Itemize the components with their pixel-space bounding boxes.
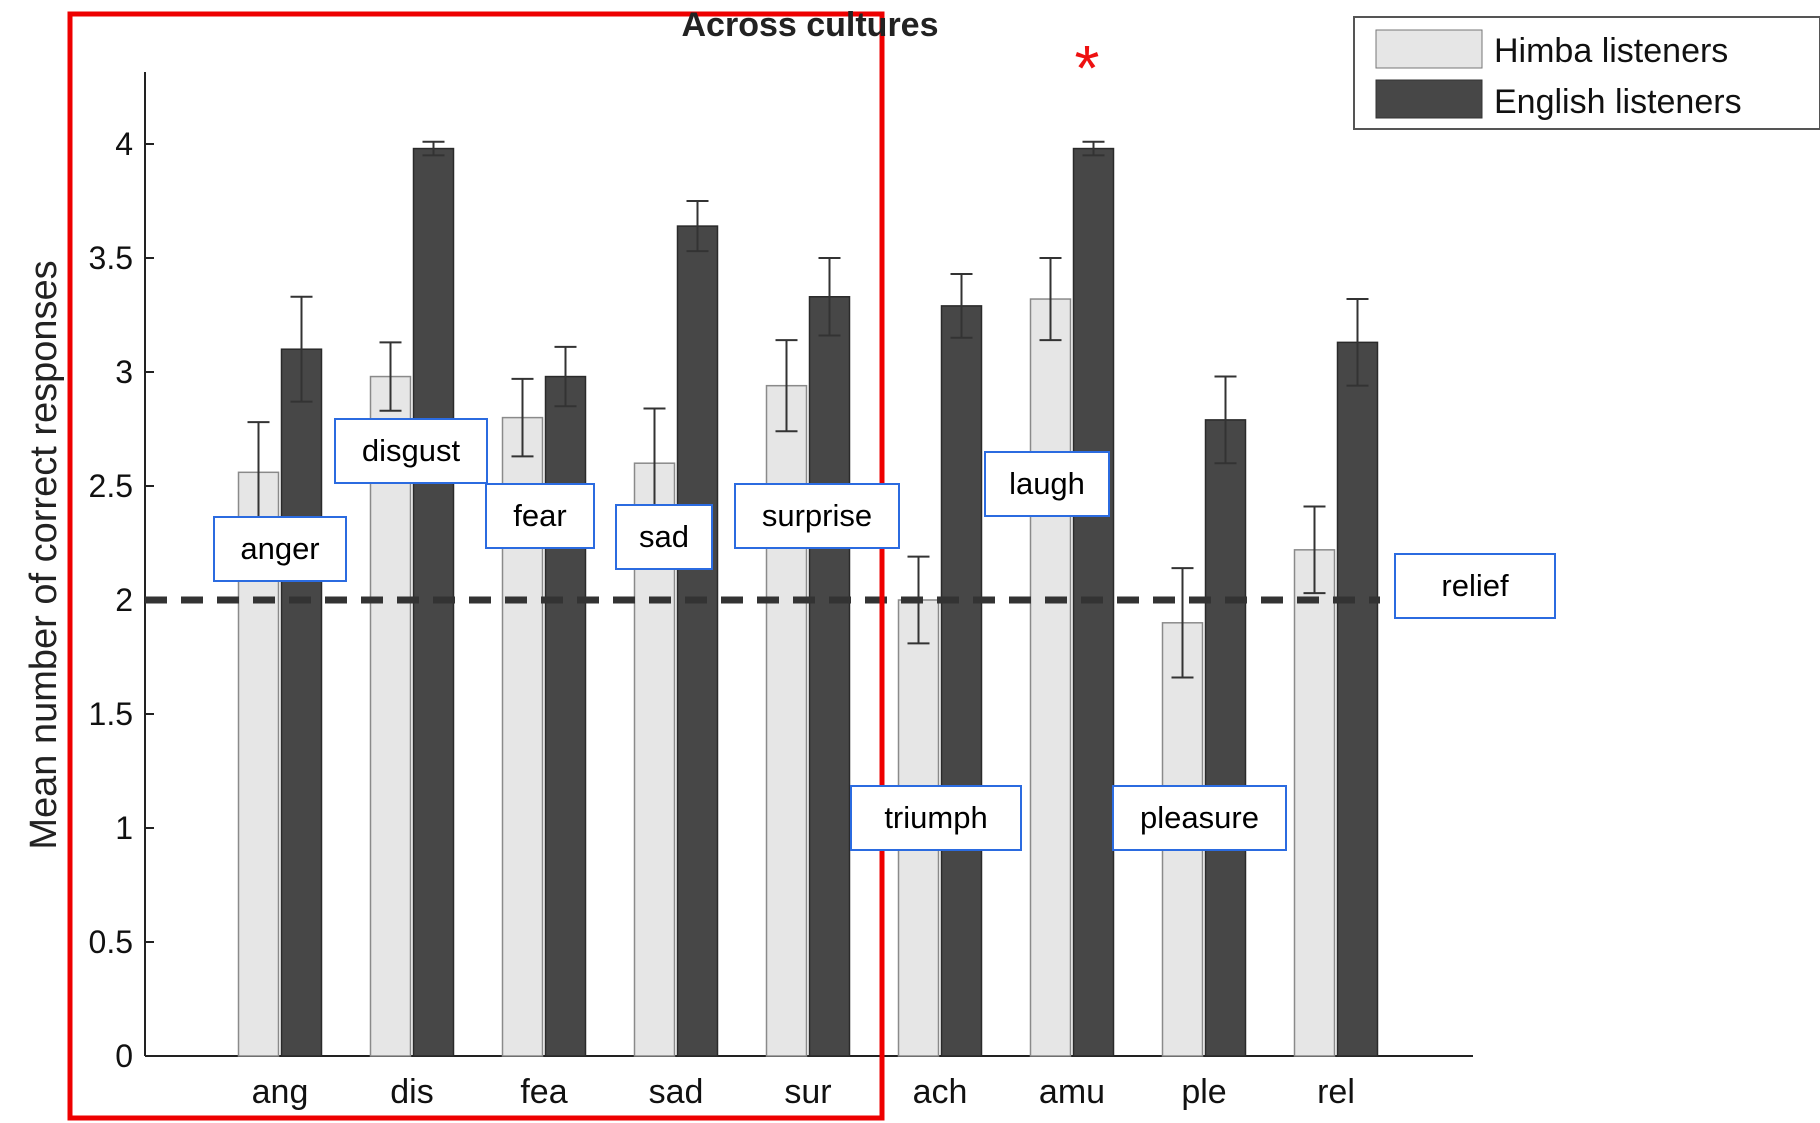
- annotation-label: fear: [513, 498, 566, 533]
- error-bar: [554, 345, 577, 408]
- bar-himba: [369, 375, 412, 1057]
- x-tick-label-fea: fea: [520, 1073, 567, 1111]
- bar-english: [1336, 341, 1379, 1057]
- annotation-label: sad: [639, 519, 689, 554]
- annotation-anger: anger: [213, 516, 347, 582]
- x-tick-label-ach: ach: [913, 1073, 968, 1111]
- annotation-label: laugh: [1009, 466, 1085, 501]
- error-bar: [1214, 375, 1237, 465]
- y-tick-label: 3: [115, 354, 133, 390]
- error-bar: [950, 272, 973, 339]
- y-tick-label: 1.5: [89, 696, 133, 732]
- highlight-frame: [67, 11, 885, 1121]
- bar-himba: [1293, 549, 1336, 1057]
- bar-english: [940, 305, 983, 1057]
- error-bar: [1039, 257, 1062, 342]
- y-tick-label: 2.5: [89, 468, 133, 504]
- error-bar: [379, 341, 402, 412]
- annotation-fear: fear: [485, 483, 595, 549]
- annotation-disgust: disgust: [334, 418, 488, 484]
- y-tick-label: 0: [115, 1038, 133, 1074]
- annotation-box: [334, 418, 488, 484]
- y-tick-label: 2: [115, 582, 133, 618]
- error-bar: [1303, 505, 1326, 595]
- error-bar: [1082, 140, 1105, 157]
- annotation-label: surprise: [762, 498, 872, 533]
- annotation-box: [1394, 553, 1556, 619]
- x-tick-label-sad: sad: [649, 1073, 704, 1111]
- annotation-label: pleasure: [1140, 800, 1259, 835]
- annotation-box: [984, 451, 1110, 517]
- annotation-box: [615, 504, 713, 570]
- annotation-label: anger: [240, 531, 319, 566]
- annotation-label: triumph: [884, 800, 987, 835]
- y-tick-label: 3.5: [89, 240, 133, 276]
- bar-himba: [1029, 298, 1072, 1057]
- legend-swatch-english: [1375, 79, 1483, 119]
- y-tick-label: 4: [115, 126, 133, 162]
- significance-asterisk: *: [1075, 32, 1100, 104]
- error-bar: [422, 140, 445, 157]
- annotation-box: [1112, 785, 1287, 851]
- bar-english: [280, 348, 323, 1057]
- x-tick-label-sur: sur: [784, 1073, 831, 1111]
- y-tick-label: 0.5: [89, 924, 133, 960]
- legend-label-himba: Himba listeners: [1494, 32, 1728, 70]
- error-bar: [290, 295, 313, 403]
- annotation-box: [213, 516, 347, 582]
- annotation-box: [485, 483, 595, 549]
- annotation-box: [734, 483, 900, 549]
- x-tick-label-ple: ple: [1181, 1073, 1226, 1111]
- bar-english: [544, 375, 587, 1057]
- legend: Himba listeners English listeners: [1353, 16, 1820, 130]
- annotation-relief: relief: [1394, 553, 1556, 619]
- error-bar: [775, 339, 798, 433]
- annotation-sad: sad: [615, 504, 713, 570]
- bar-english: [1204, 419, 1247, 1057]
- error-bar: [818, 257, 841, 337]
- bar-english: [676, 225, 719, 1057]
- error-bar: [686, 200, 709, 253]
- annotation-surprise: surprise: [734, 483, 900, 549]
- annotation-laugh: laugh: [984, 451, 1110, 517]
- annotation-triumph: triumph: [850, 785, 1022, 851]
- x-tick-label-rel: rel: [1317, 1073, 1355, 1111]
- legend-label-english: English listeners: [1494, 83, 1742, 121]
- x-tick-label-ang: ang: [252, 1073, 309, 1111]
- error-bar: [1171, 567, 1194, 679]
- annotation-label: disgust: [362, 433, 461, 468]
- bar-english: [808, 296, 851, 1057]
- y-tick-label: 1: [115, 810, 133, 846]
- chart-title: Across cultures: [682, 6, 939, 44]
- error-bar: [511, 377, 534, 458]
- x-tick-label-dis: dis: [390, 1073, 433, 1111]
- annotation-pleasure: pleasure: [1112, 785, 1287, 851]
- annotation-label: relief: [1441, 568, 1509, 603]
- x-tick-label-amu: amu: [1039, 1073, 1105, 1111]
- legend-swatch-himba: [1375, 29, 1483, 69]
- annotation-box: [850, 785, 1022, 851]
- plot-area: 0 0.5 1 1.5 2 2.5 3 3.5 4 ang dis fea sad sur ach amu pl…: [67, 11, 1556, 1121]
- y-axis-label: Mean number of correct responses: [23, 260, 65, 849]
- error-bar: [1346, 298, 1369, 387]
